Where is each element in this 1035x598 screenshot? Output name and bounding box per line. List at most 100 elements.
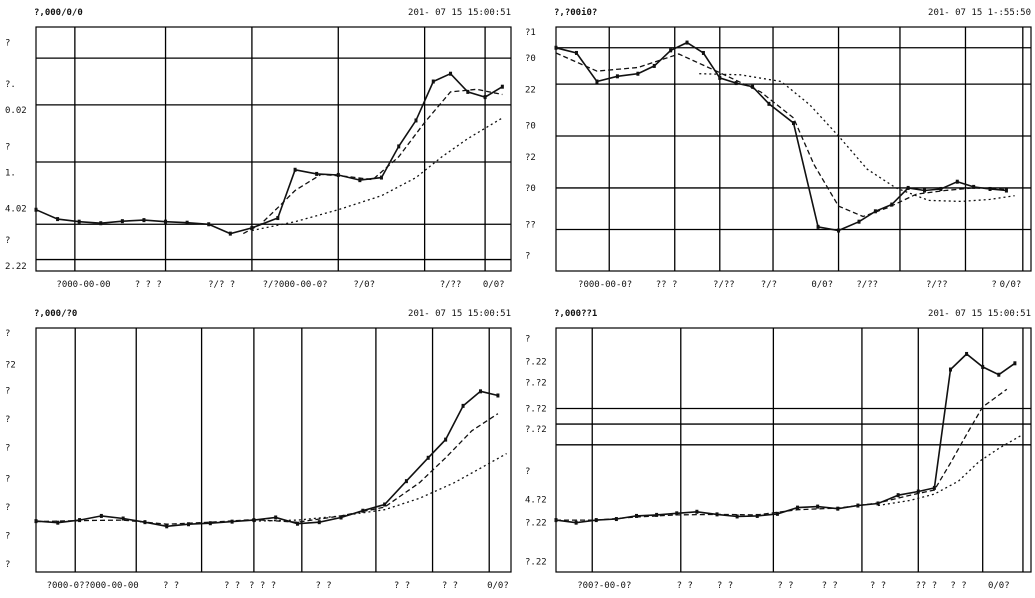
chart-2-series-line <box>555 41 1007 232</box>
chart-4-price-bar <box>916 489 920 494</box>
chart-1-series-line <box>251 117 503 232</box>
chart-1-x-tick-label: 0/0? <box>483 280 505 290</box>
chart-1-price-bar <box>34 207 38 212</box>
chart-2-price-bar <box>857 219 861 224</box>
chart-2-price-bar <box>701 50 705 55</box>
chart-2-price-bar <box>767 101 771 106</box>
chart-4-price-bar <box>796 505 800 510</box>
chart-3-price-bar <box>187 522 191 527</box>
chart-4-x-tick-label: ? ? <box>870 581 886 591</box>
chart-1-y-tick-label: ? <box>5 142 10 152</box>
chart-3-price-bar <box>426 455 430 460</box>
chart-4-price-bar <box>997 372 1001 377</box>
chart-1-y-tick-label: 1. <box>5 168 16 178</box>
chart-1-title: ?,000/0/0 <box>34 8 83 18</box>
chart-1-price-bar <box>250 225 254 230</box>
chart-1-price-bar <box>466 89 470 94</box>
chart-2-y-tick-label: ?? <box>525 220 536 230</box>
chart-4-y-tick-label: ?.22 <box>525 558 547 568</box>
chart-3-price-bar <box>496 393 500 398</box>
chart-1-price-bar <box>276 216 280 221</box>
chart-1-x-tick-label: ?/? ? <box>208 280 235 290</box>
chart-1-timestamp: 201- 07 15 15:00:51 <box>408 8 511 18</box>
chart-3-plot-frame <box>35 327 512 573</box>
chart-1-y-tick-label: ? <box>5 236 10 246</box>
chart-3-y-tick-label: ? <box>5 475 10 485</box>
chart-2-y-tick-label: ?0 <box>525 122 536 132</box>
chart-4-x-tick-label: ?? ? <box>915 581 937 591</box>
chart-3-price-bar <box>444 437 448 442</box>
chart-1-price-bar <box>120 219 124 224</box>
chart-2-y-tick-label: ?2 <box>525 153 536 163</box>
chart-2-price-bar <box>816 224 820 229</box>
chart-3-price-bar <box>339 515 343 520</box>
chart-1-price-bar <box>99 221 103 226</box>
chart-2-price-bar <box>906 185 910 190</box>
chart-1-price-bar <box>397 144 401 149</box>
chart-2-x-tick-label: ?? ? <box>656 280 678 290</box>
chart-4-y-tick-label: ?.22 <box>525 358 547 368</box>
chart-2-timestamp: 201- 07 15 1-:55:50 <box>928 8 1031 18</box>
chart-4-x-tick-label: 0/0? <box>988 581 1010 591</box>
chart-3-x-tick-label: ? ? <box>394 581 410 591</box>
chart-1-series-line <box>35 72 503 235</box>
chart-4-y-tick-label: ?.?2 <box>525 379 547 389</box>
chart-1-price-bar <box>483 95 487 100</box>
chart-1-x-tick-label: ?000-00-00 <box>56 280 110 290</box>
chart-1-x-tick-label: ?/0? <box>353 280 375 290</box>
chart-3-y-tick-label: ? <box>5 443 10 453</box>
chart-4-x-tick-label: ? ? <box>717 581 733 591</box>
chart-2-y-tick-label: 22 <box>525 85 536 95</box>
chart-2-x-tick-label: ?/? <box>761 280 777 290</box>
chart-1-price-bar <box>164 219 168 224</box>
chart-1-price-bar <box>315 171 319 176</box>
chart-2-price-bar <box>595 79 599 84</box>
chart-4-plot-frame <box>555 327 1032 573</box>
chart-2-x-tick-label: ?/?? <box>856 280 878 290</box>
chart-4-x-tick-label: ? ? <box>777 581 793 591</box>
chart-3-timestamp: 201- 07 15 15:00:51 <box>408 309 511 319</box>
chart-2-x-tick-label: ?000-00-0? <box>578 280 632 290</box>
chart-4-price-bar <box>965 351 969 356</box>
chart-1-plot-frame <box>35 26 512 272</box>
chart-4-price-bar <box>755 513 759 518</box>
chart-3-x-tick-label: ? ? <box>442 581 458 591</box>
chart-4-x-tick-label: ? ? <box>822 581 838 591</box>
chart-1-price-bar <box>207 222 211 227</box>
chart-1-x-tick-label: ?/?000-00-0? <box>263 280 328 290</box>
chart-3-y-tick-label: ? <box>5 329 10 339</box>
chart-3-price-bar <box>361 508 365 513</box>
chart-panel-2: ?,?00i0?201- 07 15 1-:55:50?0.0.?0?0.0.0… <box>520 0 1035 298</box>
chart-2-price-bar <box>1004 188 1008 193</box>
chart-1-price-bar <box>77 219 81 224</box>
chart-4-y-tick-label: ?.?2 <box>525 425 547 435</box>
chart-4-price-bar <box>675 511 679 516</box>
chart-1-price-bar <box>185 220 189 225</box>
chart-3-price-bar <box>56 520 60 525</box>
chart-2-price-bar <box>890 202 894 207</box>
chart-4-series-line <box>556 388 1008 521</box>
chart-3-price-bar <box>230 519 234 524</box>
chart-3-price-bar <box>208 521 212 526</box>
chart-4-x-tick-label: ? ? <box>950 581 966 591</box>
chart-2-y-tick-label: ? <box>525 251 530 261</box>
chart-3-price-bar <box>165 524 169 529</box>
chart-3-x-tick-label: ? ? ? <box>249 581 276 591</box>
chart-4-y-tick-label: ?.22 <box>525 519 547 529</box>
chart-2-x-tick-label: ? <box>991 280 996 290</box>
chart-3-series-line <box>35 413 499 525</box>
chart-1-y-tick-label: ? <box>5 39 10 49</box>
chart-2-series-line <box>699 73 1015 203</box>
chart-4-price-bar <box>856 503 860 508</box>
chart-2-price-bar <box>873 209 877 214</box>
chart-4-y-tick-label: ? <box>525 334 530 344</box>
chart-1-series-line <box>242 88 503 235</box>
chart-2-price-bar <box>636 71 640 76</box>
chart-3-y-tick-label: ? <box>5 386 10 396</box>
chart-1-price-bar <box>56 217 60 222</box>
chart-3-price-bar <box>404 479 408 484</box>
chart-4-timestamp: 201- 07 15 15:00:51 <box>928 309 1031 319</box>
chart-1-x-tick-label: ?/?? <box>440 280 462 290</box>
